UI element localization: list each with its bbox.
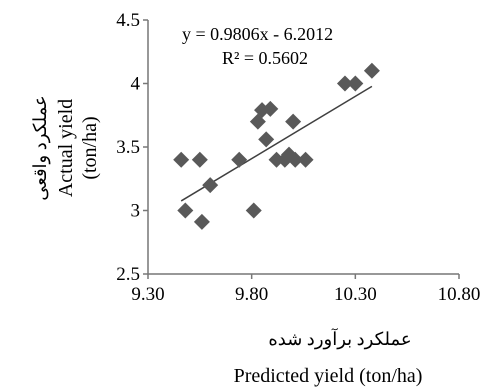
x-axis-label: Predicted yield (ton/ha) <box>234 365 423 387</box>
data-point <box>268 151 285 168</box>
data-point <box>173 151 190 168</box>
data-point <box>262 100 279 117</box>
y-tick-label: 3.5 <box>116 137 140 158</box>
data-points <box>173 62 380 230</box>
x-tick-label: 10.80 <box>438 284 481 305</box>
data-point <box>287 151 304 168</box>
data-point <box>336 75 353 92</box>
data-point <box>258 131 275 148</box>
y-tick-label: 4 <box>131 74 141 95</box>
y-tick-label: 2.5 <box>116 264 140 285</box>
axis-ticks: 2.5 3 3.5 4 4.5 9.30 9.80 10.30 10.80 <box>116 10 480 305</box>
data-point <box>202 177 219 194</box>
x-axis-label-farsi: عملکرد برآورد شده <box>268 328 411 350</box>
r-squared-label: R² = 0.5602 <box>222 48 308 68</box>
x-tick-label: 10.30 <box>334 284 377 305</box>
regression-equation: y = 0.9806x - 6.2012 <box>182 24 333 44</box>
y-tick-label: 4.5 <box>116 10 140 31</box>
y-axis-label-line2: (ton/ha) <box>79 116 101 179</box>
data-point <box>231 151 248 168</box>
y-axis-label-farsi: عملکرد واقعی <box>30 95 51 200</box>
data-point <box>177 202 194 219</box>
data-point <box>191 151 208 168</box>
y-tick-label: 3 <box>131 201 141 222</box>
y-axis-label-line1: Actual yield <box>55 99 77 197</box>
data-point <box>363 62 380 79</box>
x-tick-label: 9.80 <box>235 284 268 305</box>
data-point <box>193 213 210 230</box>
data-point <box>347 75 364 92</box>
data-point <box>297 151 314 168</box>
data-point <box>285 113 302 130</box>
data-point <box>245 202 262 219</box>
x-tick-label: 9.30 <box>131 284 164 305</box>
